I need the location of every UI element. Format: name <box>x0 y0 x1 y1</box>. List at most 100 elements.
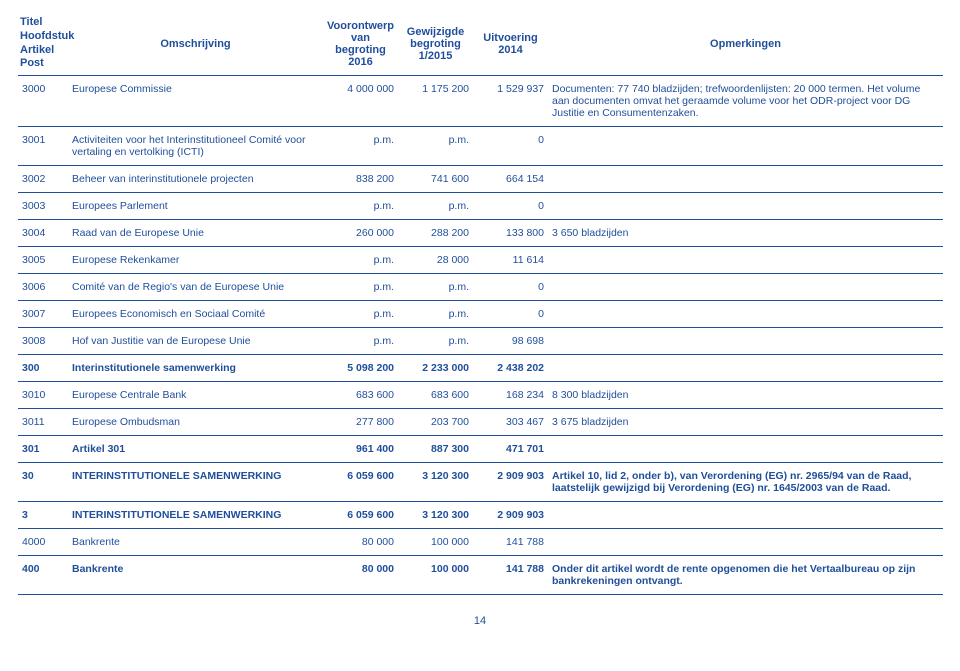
cell-notes <box>548 193 943 220</box>
cell-desc: Comité van de Regio's van de Europese Un… <box>68 274 323 301</box>
cell-draft: p.m. <box>323 274 398 301</box>
cell-exec: 133 800 <box>473 220 548 247</box>
cell-notes: Documenten: 77 740 bladzijden; trefwoord… <box>548 76 943 127</box>
table-row: 3002Beheer van interinstitutionele proje… <box>18 166 943 193</box>
cell-code: 3003 <box>18 193 68 220</box>
cell-code: 3 <box>18 502 68 529</box>
cell-amended: p.m. <box>398 193 473 220</box>
cell-code: 400 <box>18 556 68 595</box>
cell-exec: 0 <box>473 193 548 220</box>
cell-notes: Artikel 10, lid 2, onder b), van Verorde… <box>548 463 943 502</box>
table-row: 301Artikel 301961 400887 300471 701 <box>18 436 943 463</box>
table-row: 3001Activiteiten voor het Interinstituti… <box>18 127 943 166</box>
cell-notes <box>548 529 943 556</box>
cell-desc: Interinstitutionele samenwerking <box>68 355 323 382</box>
table-header: Titel Hoofdstuk Artikel Post Omschrijvin… <box>18 12 943 76</box>
cell-draft: 80 000 <box>323 556 398 595</box>
cell-exec: 141 788 <box>473 529 548 556</box>
budget-table: Titel Hoofdstuk Artikel Post Omschrijvin… <box>18 12 943 595</box>
cell-amended: p.m. <box>398 328 473 355</box>
cell-desc: Bankrente <box>68 556 323 595</box>
header-exec: Uitvoering 2014 <box>473 12 548 76</box>
cell-notes <box>548 247 943 274</box>
cell-exec: 471 701 <box>473 436 548 463</box>
page-container: Titel Hoofdstuk Artikel Post Omschrijvin… <box>0 0 960 637</box>
cell-desc: INTERINSTITUTIONELE SAMENWERKING <box>68 502 323 529</box>
cell-draft: p.m. <box>323 193 398 220</box>
cell-code: 3000 <box>18 76 68 127</box>
cell-draft: p.m. <box>323 328 398 355</box>
table-row: 3004Raad van de Europese Unie260 000288 … <box>18 220 943 247</box>
cell-draft: 838 200 <box>323 166 398 193</box>
cell-draft: 6 059 600 <box>323 502 398 529</box>
cell-desc: Raad van de Europese Unie <box>68 220 323 247</box>
cell-exec: 11 614 <box>473 247 548 274</box>
cell-exec: 2 909 903 <box>473 463 548 502</box>
cell-exec: 168 234 <box>473 382 548 409</box>
cell-amended: 203 700 <box>398 409 473 436</box>
cell-code: 3011 <box>18 409 68 436</box>
cell-amended: p.m. <box>398 127 473 166</box>
table-body: 3000Europese Commissie4 000 0001 175 200… <box>18 76 943 595</box>
page-number: 14 <box>18 595 942 637</box>
cell-amended: 3 120 300 <box>398 502 473 529</box>
cell-amended: 28 000 <box>398 247 473 274</box>
cell-amended: 100 000 <box>398 556 473 595</box>
header-code-l2: Hoofdstuk <box>20 30 74 42</box>
header-code-l4: Post <box>20 57 44 69</box>
header-draft-l1: Voorontwerp van <box>327 20 394 44</box>
cell-code: 3010 <box>18 382 68 409</box>
cell-amended: 1 175 200 <box>398 76 473 127</box>
cell-amended: p.m. <box>398 301 473 328</box>
header-desc: Omschrijving <box>68 12 323 76</box>
cell-notes <box>548 274 943 301</box>
cell-desc: Artikel 301 <box>68 436 323 463</box>
cell-notes <box>548 328 943 355</box>
cell-code: 3006 <box>18 274 68 301</box>
cell-code: 3004 <box>18 220 68 247</box>
cell-notes <box>548 166 943 193</box>
cell-code: 3002 <box>18 166 68 193</box>
cell-amended: 3 120 300 <box>398 463 473 502</box>
cell-exec: 2 909 903 <box>473 502 548 529</box>
cell-draft: 961 400 <box>323 436 398 463</box>
cell-desc: Europees Parlement <box>68 193 323 220</box>
cell-code: 3007 <box>18 301 68 328</box>
cell-draft: p.m. <box>323 127 398 166</box>
table-row: 3000Europese Commissie4 000 0001 175 200… <box>18 76 943 127</box>
table-row: 30INTERINSTITUTIONELE SAMENWERKING6 059 … <box>18 463 943 502</box>
cell-draft: p.m. <box>323 247 398 274</box>
cell-desc: Europees Economisch en Sociaal Comité <box>68 301 323 328</box>
header-amended: Gewijzigde begroting 1/2015 <box>398 12 473 76</box>
cell-desc: Activiteiten voor het Interinstitutionee… <box>68 127 323 166</box>
table-row: 3006Comité van de Regio's van de Europes… <box>18 274 943 301</box>
header-code-l3: Artikel <box>20 44 54 56</box>
cell-exec: 664 154 <box>473 166 548 193</box>
header-draft: Voorontwerp van begroting 2016 <box>323 12 398 76</box>
header-code: Titel Hoofdstuk Artikel Post <box>18 12 68 76</box>
cell-notes <box>548 436 943 463</box>
table-row: 3INTERINSTITUTIONELE SAMENWERKING6 059 6… <box>18 502 943 529</box>
cell-draft: 277 800 <box>323 409 398 436</box>
cell-desc: INTERINSTITUTIONELE SAMENWERKING <box>68 463 323 502</box>
cell-draft: 6 059 600 <box>323 463 398 502</box>
cell-draft: 683 600 <box>323 382 398 409</box>
cell-exec: 0 <box>473 301 548 328</box>
cell-code: 301 <box>18 436 68 463</box>
cell-draft: 4 000 000 <box>323 76 398 127</box>
cell-exec: 0 <box>473 127 548 166</box>
cell-amended: 100 000 <box>398 529 473 556</box>
cell-desc: Europese Ombudsman <box>68 409 323 436</box>
cell-exec: 98 698 <box>473 328 548 355</box>
table-row: 3010Europese Centrale Bank683 600683 600… <box>18 382 943 409</box>
cell-amended: p.m. <box>398 274 473 301</box>
cell-amended: 741 600 <box>398 166 473 193</box>
cell-notes <box>548 127 943 166</box>
cell-code: 3008 <box>18 328 68 355</box>
header-amended-l2: begroting 1/2015 <box>410 38 461 62</box>
table-row: 3003Europees Parlementp.m.p.m.0 <box>18 193 943 220</box>
cell-notes: 8 300 bladzijden <box>548 382 943 409</box>
cell-exec: 0 <box>473 274 548 301</box>
header-amended-l1: Gewijzigde <box>407 26 464 38</box>
cell-code: 3001 <box>18 127 68 166</box>
